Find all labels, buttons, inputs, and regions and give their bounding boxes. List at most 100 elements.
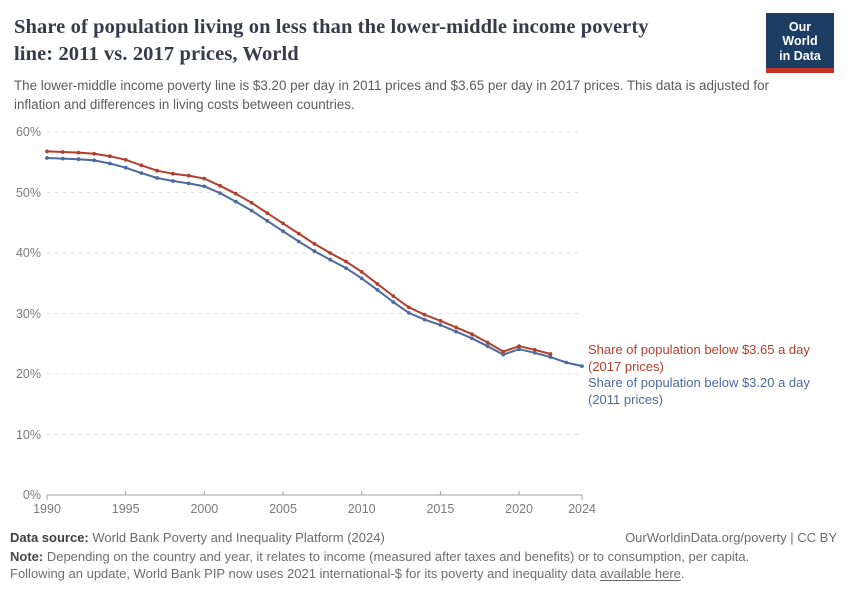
x-axis-tick-label: 2010	[347, 502, 376, 516]
data-point	[108, 161, 112, 166]
data-point	[359, 269, 364, 274]
data-point	[171, 171, 175, 176]
x-axis-tick-label: 1990	[33, 502, 61, 516]
available-here-link[interactable]: available here	[599, 566, 681, 582]
footnote: Note: Depending on the country and year,…	[10, 548, 794, 583]
data-point	[202, 184, 207, 189]
data-point	[218, 183, 223, 188]
data-point	[344, 259, 348, 264]
data-point	[139, 163, 144, 168]
data-point	[359, 276, 364, 281]
data-point	[155, 168, 160, 173]
data-point	[233, 199, 238, 204]
data-point	[580, 364, 584, 368]
data-point	[312, 242, 317, 246]
note-suffix: .	[680, 566, 685, 582]
data-point	[265, 219, 270, 223]
data-point	[375, 288, 380, 292]
y-axis-tick-label: 20%	[15, 367, 41, 381]
data-point	[60, 156, 65, 161]
owid-logo[interactable]: Our World in Data	[766, 13, 834, 74]
y-axis-tick-label: 40%	[15, 246, 41, 260]
data-point	[139, 171, 144, 176]
data-point	[249, 208, 254, 213]
data-point	[60, 150, 65, 154]
x-axis-tick-label: 2024	[568, 502, 596, 516]
note-label: Note:	[10, 549, 44, 564]
data-point	[92, 158, 97, 163]
data-point	[485, 344, 490, 349]
data-point	[375, 282, 380, 286]
data-point	[470, 332, 474, 336]
data-point	[171, 179, 175, 183]
data-point	[155, 176, 160, 180]
data-point	[312, 249, 317, 254]
data-point	[407, 305, 411, 310]
owid-logo-line2: in Data	[779, 48, 821, 63]
data-point	[92, 151, 97, 156]
series-label-line1: Share of population below $3.20 a day	[588, 375, 810, 390]
data-point	[407, 311, 411, 315]
data-source-label: Data source:	[10, 530, 89, 545]
owid-logo-line1: Our World	[782, 20, 818, 49]
x-axis-tick-label: 2020	[505, 502, 533, 516]
x-axis-tick-label: 2000	[190, 502, 219, 516]
data-point	[202, 176, 207, 181]
data-point	[548, 355, 553, 359]
data-point	[296, 239, 301, 244]
y-axis-tick-label: 50%	[15, 185, 41, 200]
data-point	[485, 340, 490, 345]
data-point	[517, 344, 521, 349]
series-label-line2: (2017 prices)	[588, 358, 664, 374]
y-axis-tick-label: 30%	[15, 306, 41, 321]
data-point	[344, 266, 348, 270]
data-point	[108, 154, 112, 159]
data-point	[438, 318, 443, 323]
data-point	[296, 231, 301, 236]
data-point	[532, 347, 537, 352]
series-label-365-2017-prices: Share of population below $3.65 a day (2…	[588, 342, 850, 375]
y-axis-tick-label: 0%	[22, 488, 41, 502]
data-point	[45, 149, 49, 154]
attribution: OurWorldinData.org/poverty | CC BY	[625, 530, 837, 545]
series-label-line1: Share of population below $3.65 a day	[588, 342, 810, 357]
data-point	[422, 312, 427, 317]
data-point	[186, 181, 191, 186]
data-source-text: World Bank Poverty and Inequality Platfo…	[88, 530, 385, 545]
data-point	[454, 329, 458, 334]
data-point	[438, 323, 443, 327]
data-point	[249, 200, 254, 205]
y-axis-tick-label: 60%	[15, 125, 41, 139]
data-point	[281, 229, 285, 234]
note-text: Depending on the country and year, it re…	[10, 549, 750, 582]
y-axis-tick-label: 10%	[15, 427, 41, 442]
data-point	[218, 191, 223, 196]
data-point	[517, 347, 521, 352]
data-point	[391, 300, 396, 304]
data-point	[501, 352, 506, 357]
data-source: Data source: World Bank Poverty and Ineq…	[10, 530, 385, 545]
x-axis-tick-label: 1995	[111, 502, 140, 516]
data-point	[76, 150, 81, 155]
data-point	[233, 191, 238, 196]
series-label-320-2011-prices: Share of population below $3.20 a day (2…	[588, 375, 850, 408]
data-point	[564, 360, 569, 365]
series-label-line2: (2011 prices)	[588, 391, 663, 407]
x-axis-tick-label: 2005	[269, 502, 297, 516]
data-point	[501, 349, 506, 354]
data-point	[470, 336, 474, 341]
data-point	[76, 157, 81, 162]
data-point	[454, 325, 458, 330]
data-point	[328, 251, 333, 255]
chart-subtitle: The lower-middle income poverty line is …	[14, 78, 770, 113]
data-point	[328, 257, 333, 262]
x-axis-tick-label: 2015	[426, 502, 455, 516]
data-point	[186, 173, 191, 178]
data-point	[391, 294, 396, 298]
series-line	[46, 150, 552, 355]
data-point	[281, 221, 285, 226]
data-point	[123, 165, 128, 170]
data-point	[548, 352, 553, 356]
